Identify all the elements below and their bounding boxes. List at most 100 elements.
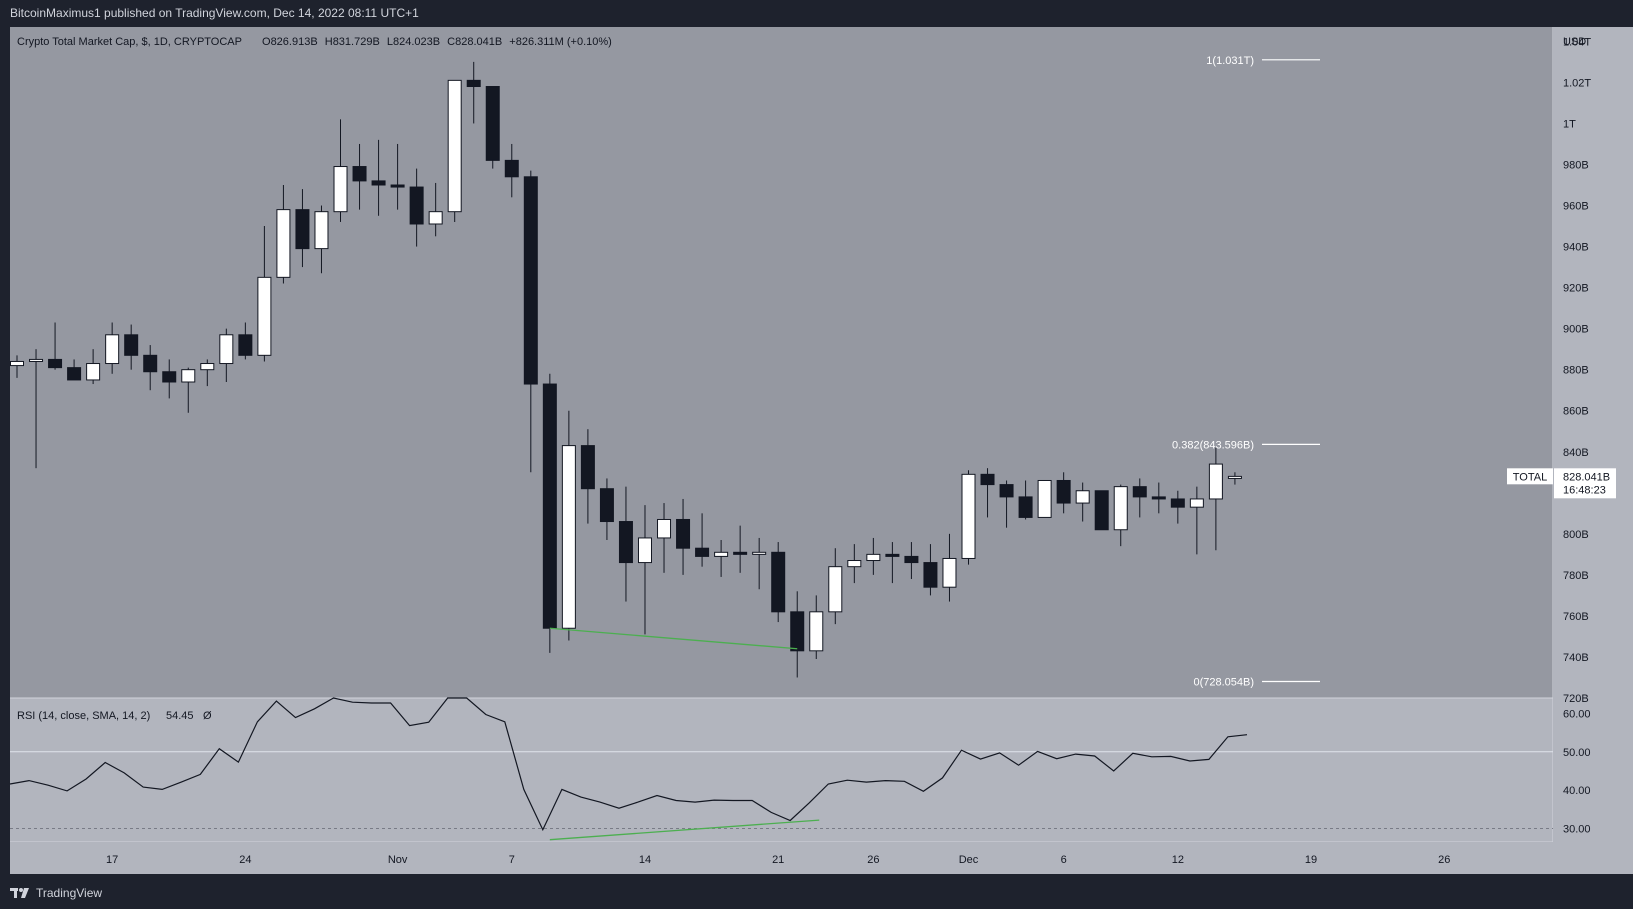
candle-body <box>580 445 595 490</box>
open-value: 826.913B <box>271 36 318 48</box>
price-tick-label: 760B <box>1563 611 1589 623</box>
candle-body <box>1037 479 1052 518</box>
candle-body <box>504 159 519 178</box>
candle <box>637 505 652 635</box>
symbol-title[interactable]: Crypto Total Market Cap, $, 1D, CRYPTOCA… <box>17 36 242 48</box>
candle <box>1113 484 1128 547</box>
candle <box>504 143 519 198</box>
candle-body <box>86 363 101 381</box>
candle <box>447 79 462 222</box>
candle-body <box>885 553 900 557</box>
high-value: 831.729B <box>333 36 380 48</box>
candle <box>847 544 862 584</box>
candle <box>86 349 101 385</box>
candle <box>485 86 500 169</box>
price-axis-background <box>1553 27 1633 874</box>
candle-body <box>333 166 348 213</box>
candle <box>1208 447 1223 551</box>
candle-body <box>923 562 938 588</box>
candle <box>352 143 367 210</box>
candle-body <box>466 79 481 88</box>
candle-body <box>733 551 748 555</box>
candle <box>1151 482 1166 514</box>
candle <box>618 486 633 602</box>
fib-level-label: 0(728.054B) <box>1193 676 1254 688</box>
candle <box>866 537 881 575</box>
candle-body <box>561 445 576 629</box>
candle-body <box>352 166 367 182</box>
candle-body <box>67 367 82 381</box>
candle-body <box>828 566 843 613</box>
candle <box>657 503 672 573</box>
lower-pane-background <box>10 698 1553 842</box>
candle <box>143 345 158 391</box>
rsi-trailing-label: Ø <box>203 710 212 722</box>
candle <box>942 533 957 602</box>
candle <box>676 498 691 575</box>
candle <box>67 359 82 381</box>
candle <box>580 429 595 524</box>
time-tick-label: 17 <box>106 854 118 866</box>
price-tick-label: 720B <box>1563 693 1589 705</box>
candle-body <box>143 354 158 373</box>
candle-body <box>105 334 120 365</box>
candle-body <box>1132 486 1147 498</box>
candle-body <box>637 537 652 564</box>
price-tick-label: 920B <box>1563 283 1589 295</box>
candle-body <box>371 180 386 186</box>
candle <box>961 470 976 565</box>
rsi-legend[interactable]: RSI (14, close, SMA, 14, 2) <box>17 710 150 722</box>
rsi-tick-label: 40.00 <box>1563 785 1591 797</box>
price-chart[interactable]: 1(1.031T) 0.382(843.596B) 0(728.054B) 1.04… <box>0 0 1633 875</box>
time-tick-label: 6 <box>1061 854 1067 866</box>
price-tick-label: 1.02T <box>1563 77 1591 89</box>
candle <box>1132 478 1147 518</box>
fib-retracement[interactable]: 1(1.031T) 0.382(843.596B) 0(728.054B) <box>1172 55 1320 689</box>
candle-body <box>409 186 424 225</box>
candle <box>1170 490 1185 524</box>
footer-brand[interactable]: TradingView <box>10 882 102 904</box>
candle-body <box>752 551 767 555</box>
candle-body <box>276 209 291 278</box>
candle <box>771 542 786 623</box>
bar-countdown: 16:48:23 <box>1563 484 1606 496</box>
candle <box>885 542 900 584</box>
legend: Crypto Total Market Cap, $, 1D, CRYPTOCA… <box>17 36 1586 722</box>
candle-body <box>485 86 500 161</box>
change-value: +826.311M (+0.10%) <box>509 36 612 48</box>
fib-level-label: 0.382(843.596B) <box>1172 439 1254 451</box>
candle-body <box>542 383 557 629</box>
last-price-symbol: TOTAL <box>1513 471 1547 483</box>
time-tick-label: 26 <box>1438 854 1450 866</box>
candle <box>523 170 538 473</box>
candle-body <box>523 176 538 385</box>
time-tick-label: 21 <box>772 854 784 866</box>
time-tick-label: Nov <box>388 854 408 866</box>
candle <box>371 139 386 216</box>
rsi-layer <box>9 697 1553 841</box>
candle <box>923 544 938 596</box>
candle-body <box>219 334 234 365</box>
last-price-box <box>1554 468 1616 499</box>
close-value: 828.041B <box>455 36 502 48</box>
rsi-line <box>9 697 1248 832</box>
candle-body <box>447 79 462 213</box>
candle <box>124 324 139 370</box>
candle <box>428 182 443 237</box>
rsi-tick-label: 50.00 <box>1563 747 1591 759</box>
candle <box>29 349 44 469</box>
candle <box>1227 472 1242 485</box>
publisher-caption: BitcoinMaximus1 published on TradingView… <box>10 6 419 20</box>
candle-body <box>428 211 443 225</box>
price-tick-label: 800B <box>1563 529 1589 541</box>
candle <box>257 226 272 362</box>
candle <box>1037 479 1052 518</box>
candle-body <box>10 360 24 367</box>
rsi-tick-label: 30.00 <box>1563 824 1591 836</box>
candle-body <box>714 551 729 557</box>
candle-body <box>1170 498 1185 508</box>
candle <box>295 189 310 268</box>
candle <box>733 525 748 573</box>
candle-body <box>1018 496 1033 518</box>
candle <box>409 168 424 247</box>
